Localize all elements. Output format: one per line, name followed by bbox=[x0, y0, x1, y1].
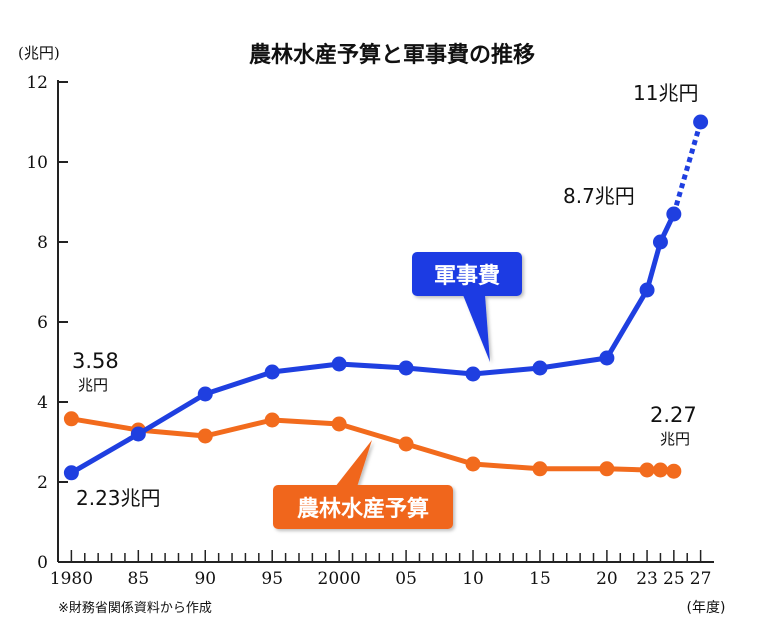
series-line-0 bbox=[68, 211, 677, 476]
military-label-box bbox=[412, 252, 522, 296]
y-tick-label-6: 12 bbox=[26, 73, 48, 93]
series-projection-point-0 bbox=[693, 114, 709, 130]
series-0 bbox=[63, 114, 709, 481]
agriculture-label-pointer bbox=[335, 440, 372, 487]
x-tick-label-8: 20 bbox=[596, 569, 618, 589]
series-1-point-2010 bbox=[465, 456, 481, 472]
series-1-point-2015 bbox=[532, 461, 548, 477]
agriculture-1980-unit-label: 兆円 bbox=[78, 376, 108, 394]
x-tick-label-6: 10 bbox=[462, 569, 484, 589]
y-tick-label-0: 0 bbox=[37, 553, 48, 573]
x-tick-label-5: 05 bbox=[395, 569, 417, 589]
series-0-point-2024 bbox=[652, 234, 668, 250]
series-1-point-1990 bbox=[197, 428, 213, 444]
x-axis-unit: (年度) bbox=[687, 600, 726, 616]
series-0-point-2010 bbox=[465, 366, 481, 382]
chart-title: 農林水産予算と軍事費の推移 bbox=[249, 42, 535, 68]
agriculture-legend-callout bbox=[273, 440, 453, 529]
series-0-point-2005 bbox=[398, 360, 414, 376]
series-1-point-2023 bbox=[639, 462, 655, 478]
military-2025-value-label: 8.7兆円 bbox=[563, 184, 635, 208]
y-tick-label-2: 4 bbox=[37, 393, 48, 413]
x-tick-label-4: 2000 bbox=[318, 569, 361, 589]
military-label-text: 軍事費 bbox=[434, 263, 500, 289]
y-tick-label-1: 2 bbox=[37, 473, 48, 493]
military-legend-callout bbox=[412, 252, 522, 362]
series-projection-line-0 bbox=[671, 121, 704, 215]
agriculture-2025-value-label: 2.27 bbox=[650, 403, 697, 427]
military-label-pointer bbox=[463, 295, 490, 362]
series-1-point-2024 bbox=[652, 462, 668, 478]
series-0-point-2015 bbox=[532, 360, 548, 376]
series-1-point-2000 bbox=[331, 416, 347, 432]
series-layer bbox=[63, 114, 709, 481]
series-0-point-1995 bbox=[264, 364, 280, 380]
agriculture-label-box bbox=[273, 485, 453, 529]
series-1-point-2005 bbox=[398, 436, 414, 452]
series-0-point-2000 bbox=[331, 356, 347, 372]
series-1-point-2025 bbox=[666, 463, 682, 479]
series-0-point-1985 bbox=[130, 426, 146, 442]
x-tick-label-2: 90 bbox=[194, 569, 216, 589]
series-1-point-1995 bbox=[264, 412, 280, 428]
series-0-point-2025 bbox=[666, 206, 682, 222]
source-note: ※財務省関係資料から作成 bbox=[58, 601, 212, 616]
series-0-point-1990 bbox=[197, 386, 213, 402]
y-ticks: 0 2 4 6 8 10 12 bbox=[26, 73, 68, 573]
x-tick-label-1: 85 bbox=[128, 569, 150, 589]
y-axis-unit: (兆円) bbox=[18, 44, 60, 62]
x-ticks: 1980 85 90 95 2000 05 10 15 20 23 25 27 bbox=[50, 550, 712, 589]
x-tick-label-9: 23 bbox=[636, 569, 658, 589]
series-0-point-2023 bbox=[639, 282, 655, 298]
y-tick-label-5: 10 bbox=[26, 153, 48, 173]
agriculture-1980-value-label: 3.58 bbox=[72, 349, 119, 373]
x-tick-label-10: 25 bbox=[663, 569, 685, 589]
x-tick-label-3: 95 bbox=[261, 569, 283, 589]
agriculture-2025-unit-label: 兆円 bbox=[660, 430, 690, 448]
series-1-point-1980 bbox=[63, 411, 79, 427]
series-0-point-1980 bbox=[63, 465, 79, 481]
x-tick-label-11: 27 bbox=[690, 569, 712, 589]
series-line-1 bbox=[68, 416, 677, 474]
series-0-point-2020 bbox=[599, 350, 615, 366]
x-tick-label-0: 1980 bbox=[50, 569, 93, 589]
series-1 bbox=[63, 411, 682, 479]
x-tick-label-7: 15 bbox=[529, 569, 551, 589]
y-tick-label-4: 8 bbox=[37, 233, 48, 253]
military-2027-value-label: 11兆円 bbox=[633, 81, 698, 105]
y-tick-label-3: 6 bbox=[37, 313, 48, 333]
series-1-point-2020 bbox=[599, 461, 615, 477]
military-1980-value-label: 2.23兆円 bbox=[76, 486, 161, 510]
agriculture-label-text: 農林水産予算 bbox=[297, 496, 429, 522]
